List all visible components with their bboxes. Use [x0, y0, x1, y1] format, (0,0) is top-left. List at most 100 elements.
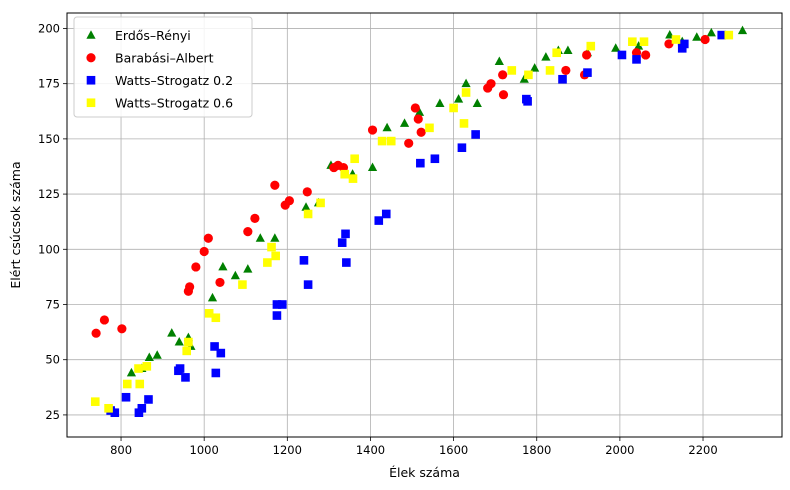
data-point: [211, 313, 221, 323]
data-point: [459, 119, 469, 128]
data-point: [449, 103, 458, 113]
data-point: [381, 209, 391, 219]
data-point: [203, 233, 213, 243]
series-1: [91, 34, 710, 338]
data-point: [243, 264, 253, 273]
data-point: [99, 315, 110, 325]
data-point: [494, 56, 504, 66]
data-point: [457, 143, 467, 153]
data-point: [680, 39, 689, 49]
data-point: [210, 342, 219, 351]
data-point: [303, 280, 313, 289]
data-point: [270, 233, 280, 242]
data-point: [207, 292, 218, 302]
data-point: [377, 136, 387, 146]
y-tick-label: 175: [38, 77, 60, 91]
data-point: [174, 336, 184, 346]
data-point: [337, 238, 347, 247]
data-point: [563, 45, 573, 54]
data-point: [472, 98, 482, 107]
data-point: [284, 196, 294, 206]
data-point: [382, 122, 392, 132]
data-point: [302, 187, 312, 197]
data-points: [90, 25, 748, 418]
y-tick-label: 125: [38, 187, 60, 201]
data-point: [486, 79, 496, 89]
data-point: [299, 256, 309, 265]
data-point: [617, 50, 627, 60]
data-point: [498, 70, 508, 80]
data-point: [717, 30, 727, 40]
data-point: [413, 114, 423, 124]
data-point: [414, 107, 425, 116]
y-tick-label: 75: [45, 298, 60, 312]
x-tick-label: 2000: [605, 443, 634, 457]
data-point: [386, 136, 396, 146]
data-point: [507, 66, 517, 75]
grid: [67, 13, 782, 437]
data-point: [152, 350, 162, 359]
data-point: [218, 261, 228, 271]
data-point: [374, 216, 384, 225]
data-point: [498, 90, 509, 100]
legend-entry-label: Erdős–Rényi: [115, 28, 191, 43]
data-point: [416, 127, 426, 137]
data-point: [215, 277, 225, 288]
data-point: [435, 98, 445, 107]
data-point: [340, 169, 349, 179]
data-point: [272, 300, 282, 309]
data-point: [142, 362, 152, 371]
data-point: [737, 25, 748, 35]
data-point: [611, 43, 621, 52]
legend-entry-label: Barabási–Albert: [115, 50, 214, 65]
data-point: [425, 123, 434, 133]
data-point: [639, 37, 649, 47]
plot-frame: [66, 12, 783, 438]
data-point: [367, 125, 378, 135]
data-point: [545, 66, 555, 75]
data-point: [461, 88, 471, 97]
y-axis-label: Elért csúcsok száma: [8, 161, 23, 288]
y-tick-label: 50: [45, 353, 60, 367]
data-point: [199, 246, 209, 257]
x-tick-label: 1800: [522, 443, 551, 457]
data-point: [633, 41, 644, 50]
data-point: [524, 70, 533, 80]
data-point: [238, 280, 247, 289]
data-point: [134, 364, 143, 373]
data-point: [664, 39, 674, 49]
data-point: [191, 262, 201, 272]
data-point: [671, 35, 681, 44]
data-point: [126, 367, 137, 377]
data-point: [267, 242, 276, 252]
data-point: [250, 213, 260, 223]
data-point: [410, 103, 420, 113]
data-point: [175, 364, 185, 373]
data-point: [706, 27, 716, 37]
data-point: [117, 324, 127, 334]
x-tick-label: 800: [110, 443, 132, 457]
data-point: [204, 309, 214, 318]
data-point: [430, 154, 440, 164]
data-point: [104, 403, 113, 413]
data-point: [91, 328, 101, 338]
data-point: [263, 258, 272, 267]
data-point: [404, 138, 414, 148]
x-axis-label: Élek száma: [389, 465, 460, 480]
data-point: [211, 368, 221, 378]
data-point: [255, 233, 265, 242]
data-point: [243, 227, 253, 237]
series-2: [106, 30, 727, 418]
data-point: [122, 379, 132, 389]
data-point: [582, 50, 592, 60]
data-point: [641, 50, 651, 60]
data-point: [338, 162, 349, 173]
data-point: [399, 118, 410, 127]
data-point: [677, 44, 687, 53]
x-tick-label: 1200: [273, 443, 302, 457]
legend-marker: [86, 98, 96, 108]
axis-ticks: 800 1000 1200 1400 1600 1800 2000 2200 25 50 75 100…: [38, 21, 718, 457]
data-point: [530, 63, 540, 72]
data-point: [586, 41, 596, 51]
data-point: [461, 78, 471, 88]
